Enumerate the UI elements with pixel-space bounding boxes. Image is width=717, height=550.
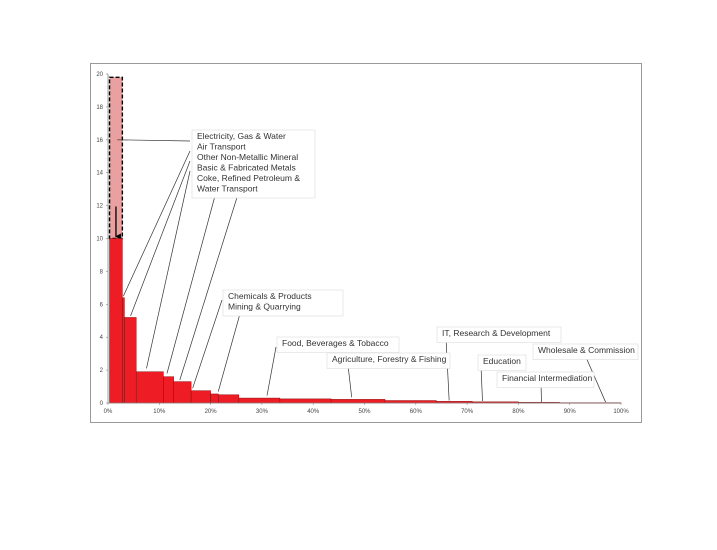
annotation-label: Financial Intermediation (502, 373, 593, 383)
y-tick-label: 16 (96, 138, 103, 144)
annotation-box (191, 129, 316, 199)
bar-10 (279, 398, 332, 404)
annotation-label: Air Transport (197, 142, 246, 152)
x-tick-label: 90% (564, 409, 577, 415)
y-tick-label: 12 (96, 204, 103, 210)
y-tick-label: 18 (96, 105, 103, 111)
annotation-box (326, 352, 451, 369)
y-tick-label: 2 (100, 368, 104, 374)
bar-2 (124, 317, 137, 404)
annotation-leader (166, 180, 220, 374)
annotation-label: Coke, Refined Petroleum & (197, 173, 300, 183)
y-tick-label: 4 (100, 335, 104, 341)
annotation-leader (584, 354, 606, 403)
annotation-leader (266, 346, 277, 396)
bar-5 (173, 381, 192, 404)
annotation-label: Chemicals & Products (228, 291, 312, 301)
annotation-box (276, 336, 400, 353)
bar-3 (135, 371, 164, 404)
x-tick-label: 60% (410, 409, 423, 415)
annotation-label: Basic & Fabricated Metals (197, 163, 296, 173)
annotation-box (496, 371, 595, 388)
bar-6 (190, 390, 211, 404)
annotation-label: Wholesale & Commission (538, 345, 635, 355)
annotation-box (222, 289, 344, 317)
bar-1 (122, 297, 125, 404)
annotation-box (477, 354, 527, 371)
annotation-label: Mining & Quarrying (228, 302, 301, 312)
y-tick-label: 8 (100, 269, 104, 275)
annotation-label: Education (483, 356, 521, 366)
annotation-leader (130, 160, 191, 316)
bar-4 (163, 376, 174, 404)
annotation-leader (117, 139, 191, 142)
annotation-leader (445, 337, 450, 401)
y-tick-label: 0 (100, 401, 104, 407)
annotation-label: Other Non-Metallic Mineral (197, 152, 298, 162)
chart-frame: 0 2 4 6 8 10 12 14 16 18 20 0% 10% 20% 30% 40% 50% 60% 70%… (90, 63, 642, 423)
annotation-label: Electricity, Gas & Water (197, 131, 286, 141)
annotation-leader (217, 309, 242, 392)
annotation-label: IT, Research & Development (442, 328, 551, 338)
annotation-box (532, 343, 639, 360)
bar-7 (210, 393, 219, 404)
annotation-box (436, 326, 562, 343)
x-tick-label: 20% (205, 409, 218, 415)
x-tick-label: 80% (512, 409, 525, 415)
annotation-label: Agriculture, Forestry & Fishing (332, 354, 447, 364)
y-tick-label: 14 (96, 171, 103, 177)
y-tick-label: 20 (96, 72, 103, 78)
annotation-leader (347, 364, 353, 398)
annotation-label: Food, Beverages & Tobacco (282, 338, 389, 348)
x-tick-label: 50% (358, 409, 371, 415)
bar-8 (218, 394, 240, 404)
x-tick-label: 40% (307, 409, 320, 415)
bar-0 (109, 238, 123, 404)
x-tick-label: 100% (613, 409, 629, 415)
annotation-leader (123, 150, 191, 297)
annotation-leader (146, 170, 191, 369)
y-tick-label: 6 (100, 302, 104, 308)
annotation-label: Water Transport (197, 184, 258, 194)
y-tick-label: 10 (96, 237, 103, 243)
x-tick-label: 30% (256, 409, 269, 415)
chart-svg: 0 2 4 6 8 10 12 14 16 18 20 0% 10% 20% 30% 40% 50% 60% 70%… (96, 72, 639, 415)
annotation-leader (480, 365, 483, 402)
x-tick-label: 0% (104, 409, 113, 415)
bar-9 (238, 397, 281, 404)
x-tick-label: 70% (461, 409, 474, 415)
annotation-leader (192, 299, 223, 389)
annotation-leader (179, 190, 240, 381)
bar-11 (330, 399, 386, 404)
x-tick-label: 10% (153, 409, 166, 415)
